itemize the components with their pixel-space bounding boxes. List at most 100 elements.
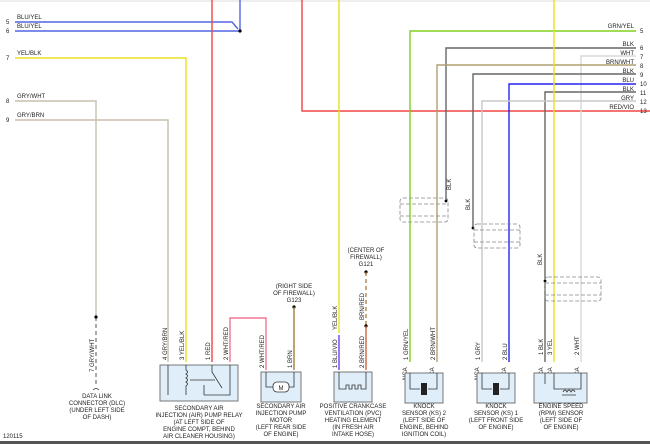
right-wire-9: BLK 9	[471, 69, 644, 230]
data-link-connector: 7 GRY/WHT DATA LINK CONNECTOR (DLC) (UND…	[69, 338, 125, 421]
svg-text:SENSOR (KS) 1: SENSOR (KS) 1	[474, 411, 519, 417]
svg-text:INJECTION (AIR) PUMP RELAY: INJECTION (AIR) PUMP RELAY	[155, 413, 242, 419]
svg-text:(IN FRESH AIR: (IN FRESH AIR	[332, 425, 374, 431]
bottom-border	[0, 441, 650, 444]
svg-text:BLU/YEL: BLU/YEL	[17, 15, 42, 21]
svg-text:13: 13	[640, 109, 647, 115]
svg-text:BLK: BLK	[447, 179, 453, 190]
svg-text:5: 5	[6, 20, 10, 26]
left-wire-7: 7 YEL/BLK	[6, 51, 187, 362]
svg-text:BRN/WHT: BRN/WHT	[606, 60, 634, 66]
svg-text:IGNITION COIL): IGNITION COIL)	[402, 432, 446, 438]
svg-text:ENGINE COMPT, BEHIND: ENGINE COMPT, BEHIND	[163, 427, 235, 433]
svg-text:7: 7	[6, 56, 10, 62]
svg-text:(RIGHT SIDE: (RIGHT SIDE	[276, 284, 312, 290]
svg-text:BLU: BLU	[622, 78, 634, 84]
left-wire-8: 8 GRY/WHT	[6, 94, 98, 387]
svg-text:(CENTER OF: (CENTER OF	[348, 248, 385, 254]
left-wire-9: 9 GRY/BRN	[6, 113, 169, 362]
svg-text:BLK: BLK	[466, 199, 472, 210]
svg-text:MOTOR: MOTOR	[270, 418, 293, 424]
svg-text:OF FIREWALL): OF FIREWALL)	[273, 291, 315, 297]
right-wire-8: BRN/WHT 8	[436, 60, 644, 362]
svg-text:FIREWALL): FIREWALL)	[350, 255, 382, 261]
svg-text:AIR CLEANER HOUSING): AIR CLEANER HOUSING)	[163, 434, 235, 440]
svg-text:8: 8	[6, 99, 10, 105]
svg-text:(LEFT SIDE OF: (LEFT SIDE OF	[540, 418, 583, 424]
svg-text:(LEFT REAR SIDE: (LEFT REAR SIDE	[256, 425, 307, 431]
svg-text:OF ENGINE): OF ENGINE)	[263, 432, 298, 438]
svg-text:12: 12	[640, 100, 647, 106]
svg-text:1 BRN: 1 BRN	[288, 350, 294, 368]
svg-text:RED/VIO: RED/VIO	[609, 105, 634, 111]
svg-text:(RPM) SENSOR: (RPM) SENSOR	[539, 411, 584, 417]
shield-rpm: BLK	[538, 254, 602, 302]
svg-text:KNOCK: KNOCK	[413, 404, 434, 410]
svg-text:GRY/BRN: GRY/BRN	[17, 113, 44, 119]
svg-text:2 WHT/RED: 2 WHT/RED	[260, 334, 266, 368]
svg-text:BLK: BLK	[623, 42, 634, 48]
svg-text:(LEFT SIDE OF: (LEFT SIDE OF	[403, 418, 446, 424]
right-wire-7: WHT 7	[580, 51, 644, 362]
svg-text:11: 11	[640, 91, 647, 97]
svg-text:YEL/BLK: YEL/BLK	[17, 51, 41, 57]
shield-ks1: BLK	[466, 199, 521, 249]
svg-text:3 YEL/BLK: 3 YEL/BLK	[180, 331, 186, 360]
right-wire-10: BLU 10	[508, 78, 647, 362]
svg-text:BLK: BLK	[623, 87, 634, 93]
svg-text:4 GRY/BRN: 4 GRY/BRN	[163, 328, 169, 360]
svg-text:OF DASH): OF DASH)	[83, 415, 112, 421]
svg-text:1 GRY: 1 GRY	[476, 342, 482, 360]
svg-text:GRY: GRY	[621, 96, 634, 102]
svg-text:6: 6	[6, 29, 10, 35]
svg-text:(LEFT FRONT SIDE: (LEFT FRONT SIDE	[469, 418, 523, 424]
svg-text:1 GRN/YEL: 1 GRN/YEL	[404, 328, 410, 360]
svg-text:HEATING ELEMENT: HEATING ELEMENT	[325, 418, 382, 424]
svg-text:9: 9	[6, 118, 10, 124]
svg-text:OF ENGINE): OF ENGINE)	[478, 425, 513, 431]
right-wire-6: BLK 6	[444, 42, 644, 203]
svg-text:BLU/YEL: BLU/YEL	[17, 24, 42, 30]
air-injection-pump-motor: 2 WHT/RED 1 BRN M SECONDARY AIR INJECTIO…	[256, 334, 307, 438]
svg-text:VENTILATION (PVC): VENTILATION (PVC)	[325, 411, 382, 417]
svg-text:KNOCK: KNOCK	[485, 404, 506, 410]
engine-speed-sensor: 1 BLK 3 YEL 2 WHT NCA NCA NCA ENGINE SPE…	[533, 336, 588, 431]
figure-id: 120115	[3, 434, 23, 440]
motor-symbol: M	[279, 386, 284, 392]
left-wire-6: 6 BLU/YEL	[6, 0, 242, 35]
svg-text:GRY/WHT: GRY/WHT	[17, 94, 46, 100]
right-wire-12: GRY 12	[481, 96, 647, 362]
svg-text:BLK: BLK	[623, 69, 634, 75]
svg-text:2 BLU: 2 BLU	[503, 343, 509, 360]
svg-text:DATA LINK: DATA LINK	[82, 394, 112, 400]
shield-ks2: BLK	[399, 179, 453, 223]
svg-text:2 BRN/RED: 2 BRN/RED	[360, 335, 366, 368]
right-wire-13-label: RED/VIO 13	[609, 105, 647, 115]
svg-text:SECONDARY AIR: SECONDARY AIR	[174, 406, 224, 412]
svg-text:G123: G123	[287, 298, 302, 304]
pcv-heating-element: YEL/BLK BRN/RED 1 BLU/VIO 2 BRN/RED POSI…	[320, 0, 387, 438]
svg-text:7: 7	[640, 55, 644, 61]
red-vio-wire	[301, 0, 650, 112]
right-wire-5: GRN/YEL 5	[409, 24, 644, 362]
svg-text:2 WHT/RED: 2 WHT/RED	[224, 326, 230, 360]
svg-text:9: 9	[640, 73, 644, 79]
svg-text:1 RED: 1 RED	[206, 342, 212, 360]
svg-text:SENSOR (KS) 2: SENSOR (KS) 2	[402, 411, 447, 417]
svg-text:2 WHT: 2 WHT	[575, 336, 581, 355]
svg-text:1 BLU/VIO: 1 BLU/VIO	[333, 339, 339, 368]
svg-text:BRN/RED: BRN/RED	[360, 292, 366, 320]
svg-text:POSITIVE CRANKCASE: POSITIVE CRANKCASE	[320, 404, 387, 410]
svg-text:8: 8	[640, 64, 644, 70]
right-wire-11: BLK 11	[543, 87, 647, 362]
svg-text:INTAKE HOSE): INTAKE HOSE)	[332, 432, 374, 438]
ground-g123: (RIGHT SIDE OF FIREWALL) G123	[273, 284, 315, 370]
svg-text:3 YEL: 3 YEL	[548, 338, 554, 355]
svg-text:CONNECTOR (DLC): CONNECTOR (DLC)	[69, 401, 125, 407]
svg-text:(AT LEFT SIDE OF: (AT LEFT SIDE OF	[173, 420, 224, 426]
ground-g121: (CENTER OF FIREWALL) G121	[348, 248, 385, 370]
knock-sensor-1: 1 GRY 2 BLU NCA NCA KNOCK SENSOR (KS) 1 …	[469, 342, 523, 431]
svg-text:GRN/YEL: GRN/YEL	[608, 24, 635, 30]
